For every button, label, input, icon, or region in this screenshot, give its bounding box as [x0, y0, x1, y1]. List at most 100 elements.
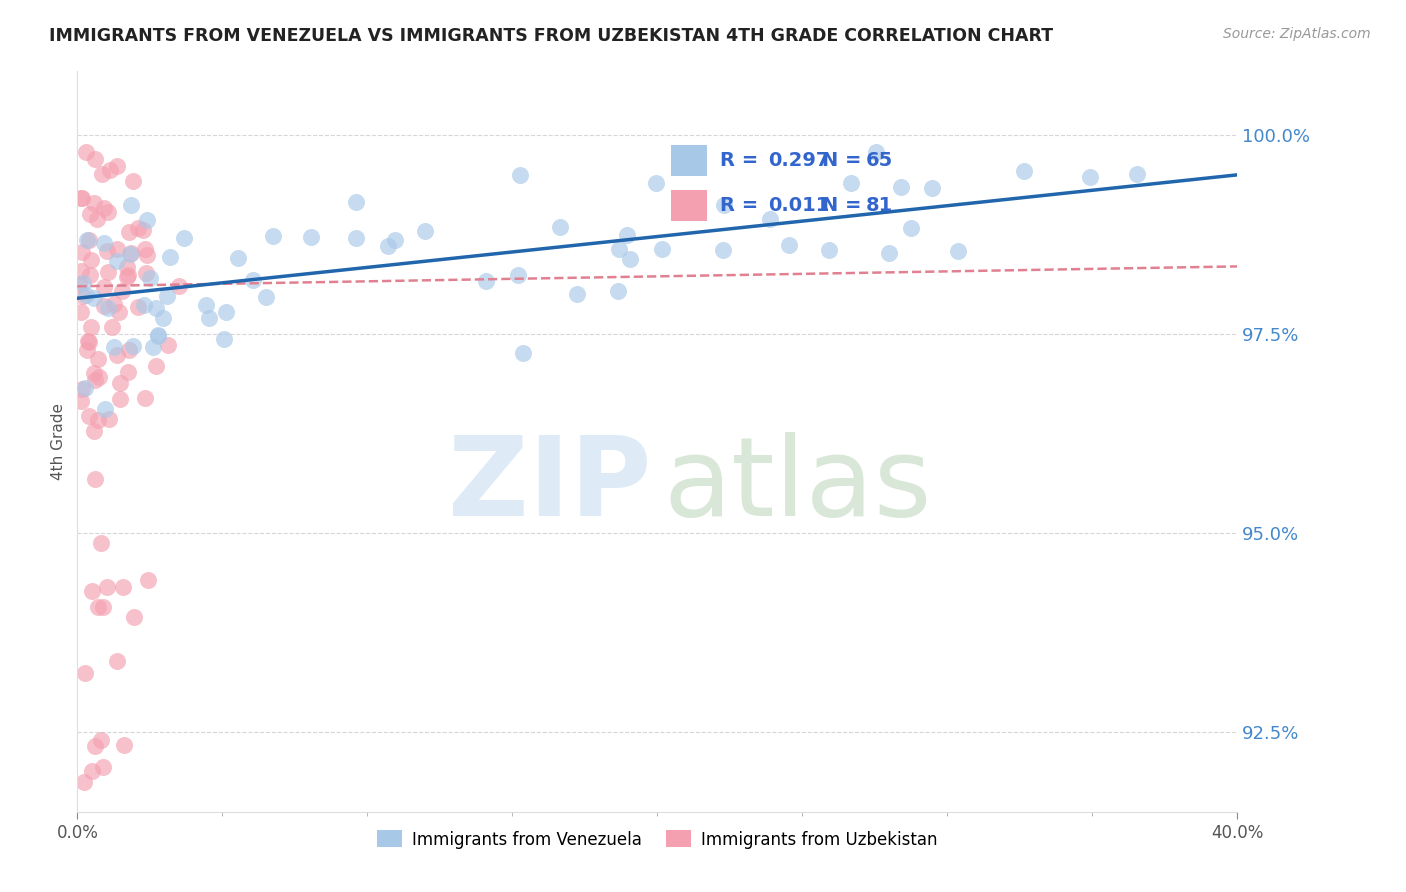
Point: [76, 233, 98, 247]
Point: [548, 220, 571, 235]
Point: [91, 760, 114, 774]
Point: [76, 343, 98, 357]
Point: [228, 251, 250, 265]
Point: [156, 289, 179, 303]
Point: [921, 181, 943, 195]
Point: [105, 159, 128, 173]
Text: N =: N =: [823, 151, 869, 170]
Point: [103, 296, 125, 310]
Point: [167, 279, 190, 293]
Point: [117, 366, 139, 380]
Point: [105, 655, 128, 669]
Point: [512, 345, 534, 359]
Point: [111, 285, 134, 299]
Point: [142, 340, 165, 354]
Point: [83, 291, 105, 305]
Point: [87, 352, 110, 367]
Point: [69, 277, 91, 292]
Point: [139, 270, 162, 285]
Point: [83, 366, 105, 380]
Point: [122, 610, 145, 624]
Point: [616, 228, 638, 243]
Point: [75, 288, 97, 302]
Point: [69, 264, 91, 278]
Point: [100, 320, 122, 334]
Point: [108, 376, 131, 390]
Point: [156, 338, 179, 352]
Point: [900, 220, 922, 235]
Point: [127, 301, 149, 315]
Point: [136, 573, 159, 587]
Point: [146, 329, 169, 343]
Point: [77, 234, 100, 248]
Point: [105, 242, 128, 256]
Point: [105, 348, 128, 362]
Point: [413, 224, 436, 238]
Point: [72, 289, 94, 303]
Point: [865, 145, 887, 159]
Point: [77, 334, 100, 349]
Point: [75, 145, 97, 159]
Point: [946, 244, 969, 258]
Point: [117, 270, 139, 285]
Point: [1012, 163, 1035, 178]
Point: [841, 176, 863, 190]
Point: [80, 764, 103, 778]
Point: [344, 231, 367, 245]
Point: [215, 305, 238, 319]
Point: [94, 402, 117, 417]
Point: [134, 298, 156, 312]
Point: [80, 320, 103, 334]
Point: [132, 222, 155, 236]
Text: 65: 65: [866, 151, 893, 170]
Point: [194, 298, 217, 312]
Text: Source: ZipAtlas.com: Source: ZipAtlas.com: [1223, 27, 1371, 41]
Point: [198, 311, 221, 326]
Point: [818, 243, 841, 257]
Point: [79, 268, 101, 283]
Point: [97, 301, 120, 315]
Point: [76, 334, 98, 349]
Point: [173, 230, 195, 244]
Point: [122, 174, 145, 188]
Point: [565, 286, 588, 301]
Point: [79, 207, 101, 221]
Point: [619, 252, 641, 267]
Point: [890, 180, 912, 194]
Point: [118, 225, 141, 239]
Point: [84, 373, 107, 387]
Point: [136, 248, 159, 262]
Point: [120, 247, 142, 261]
Point: [759, 212, 782, 227]
Point: [384, 233, 406, 247]
Point: [606, 284, 628, 298]
Point: [120, 246, 142, 260]
Point: [96, 244, 118, 259]
Point: [73, 666, 96, 681]
Point: [212, 332, 235, 346]
Text: ZIP: ZIP: [449, 433, 651, 540]
Point: [72, 276, 94, 290]
Text: 0.011: 0.011: [768, 196, 830, 215]
Point: [134, 242, 156, 256]
Point: [108, 304, 131, 318]
Point: [86, 412, 108, 426]
Point: [84, 739, 107, 753]
Point: [120, 197, 142, 211]
Y-axis label: 4th Grade: 4th Grade: [51, 403, 66, 480]
Point: [112, 739, 135, 753]
Point: [83, 424, 105, 438]
Point: [70, 191, 93, 205]
Legend: Immigrants from Venezuela, Immigrants from Uzbekistan: Immigrants from Venezuela, Immigrants fr…: [370, 823, 945, 855]
Point: [93, 600, 115, 615]
Point: [134, 391, 156, 405]
Point: [117, 260, 139, 274]
Point: [105, 253, 128, 268]
Point: [72, 774, 94, 789]
Point: [87, 369, 110, 384]
Point: [80, 252, 103, 267]
Point: [70, 245, 93, 260]
Point: [108, 392, 131, 406]
Point: [97, 265, 120, 279]
Point: [83, 196, 105, 211]
